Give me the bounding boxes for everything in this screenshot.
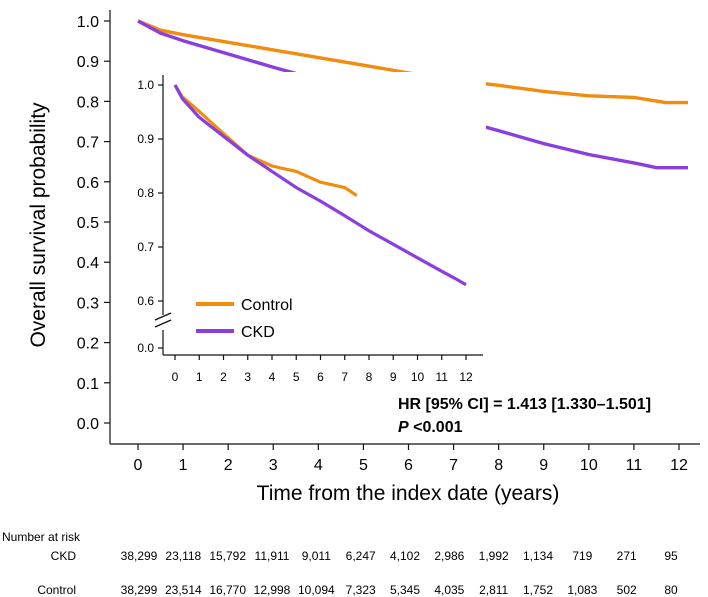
hazard-ratio-text: HR [95% CI] = 1.413 [1.330–1.501] — [398, 396, 651, 413]
x-axis-label: Time from the index date (years) — [257, 482, 560, 505]
risk-value: 5,345 — [390, 583, 420, 597]
risk-value: 7,323 — [346, 583, 376, 597]
x-tick-label: 12 — [670, 457, 688, 474]
inset-series-ckd-line — [173, 84, 467, 287]
risk-value: 11,911 — [255, 549, 290, 563]
legend-label-control: Control — [241, 297, 293, 314]
x-tick-label: 7 — [449, 457, 458, 474]
inset-x-tick-label: 4 — [269, 370, 276, 384]
x-tick-label: 2 — [224, 457, 233, 474]
risk-value: 15,792 — [209, 549, 246, 563]
inset-x-tick-label: 1 — [196, 370, 203, 384]
inset-axis-break-mark — [154, 319, 172, 328]
risk-value: 80 — [664, 583, 678, 597]
x-tick-label: 3 — [269, 457, 278, 474]
risk-table-title: Number at risk — [2, 530, 81, 544]
risk-value: 16,770 — [209, 583, 246, 597]
y-tick-label: 0.2 — [77, 336, 99, 353]
y-tick-label: 0.8 — [77, 94, 99, 111]
risk-value: 719 — [572, 549, 592, 563]
x-tick-label: 6 — [404, 457, 413, 474]
risk-value: 38,299 — [121, 549, 158, 563]
y-tick-label: 0.6 — [77, 175, 99, 192]
inset-y-tick-label: 0.9 — [137, 132, 154, 146]
risk-value: 2,811 — [479, 583, 508, 597]
inset-series-control-line — [173, 84, 358, 198]
risk-value: 23,118 — [165, 549, 201, 563]
x-tick-label: 8 — [494, 457, 503, 474]
inset-x-tick-label: 12 — [459, 370, 473, 384]
risk-value: 4,035 — [434, 583, 464, 597]
inset-x-tick-label: 10 — [411, 370, 425, 384]
risk-value: 38,299 — [121, 583, 158, 597]
y-axis-label: Overall survival probability — [27, 102, 50, 348]
legend-label-ckd: CKD — [241, 324, 275, 341]
risk-value: 6,247 — [346, 549, 376, 563]
inset-x-tick-label: 8 — [366, 370, 373, 384]
inset-x-tick-label: 11 — [436, 370, 449, 384]
inset-y-tick-label: 0.0 — [137, 341, 154, 355]
risk-value: 2,986 — [434, 549, 464, 563]
risk-value: 12,998 — [254, 583, 291, 597]
y-tick-label: 0.5 — [77, 215, 99, 232]
risk-row-label: Control — [37, 583, 76, 597]
inset-x-tick-label: 5 — [293, 370, 300, 384]
risk-value: 4,102 — [390, 549, 420, 563]
inset-y-tick-label: 1.0 — [137, 78, 154, 92]
risk-value: 23,514 — [165, 583, 202, 597]
inset-x-tick-label: 0 — [172, 370, 179, 384]
inset-background — [114, 72, 486, 384]
y-tick-label: 0.4 — [77, 255, 99, 272]
inset-y-tick-label: 0.6 — [137, 294, 154, 308]
y-tick-label: 0.7 — [77, 135, 99, 152]
p-value-text: P <0.001 — [398, 419, 463, 436]
inset-y-tick-label: 0.7 — [137, 240, 154, 254]
risk-value: 9,011 — [302, 549, 331, 563]
risk-value: 1,083 — [567, 583, 597, 597]
inset-x-tick-label: 3 — [244, 370, 251, 384]
x-tick-label: 1 — [179, 457, 188, 474]
risk-value: 95 — [664, 549, 678, 563]
x-tick-label: 4 — [314, 457, 323, 474]
y-tick-label: 0.3 — [77, 295, 99, 312]
x-tick-label: 11 — [626, 457, 643, 474]
risk-value: 1,752 — [523, 583, 553, 597]
inset-x-tick-label: 6 — [317, 370, 324, 384]
inset-y-tick-label: 0.8 — [137, 186, 154, 200]
x-tick-label: 0 — [134, 457, 143, 474]
inset-x-tick-label: 2 — [220, 370, 227, 384]
risk-row-label: CKD — [51, 549, 77, 563]
x-tick-label: 5 — [359, 457, 368, 474]
inset-x-tick-label: 9 — [390, 370, 397, 384]
inset-x-tick-label: 7 — [341, 370, 348, 384]
risk-value: 1,992 — [479, 549, 509, 563]
p-value: <0.001 — [409, 419, 463, 436]
y-tick-label: 1.0 — [77, 14, 99, 31]
y-tick-label: 0.9 — [77, 54, 99, 71]
x-tick-label: 10 — [580, 457, 598, 474]
x-tick-label: 9 — [539, 457, 548, 474]
y-tick-label: 0.0 — [77, 416, 99, 433]
y-tick-label: 0.1 — [77, 376, 99, 393]
risk-value: 10,094 — [298, 583, 335, 597]
inset-axis-break-mark — [154, 312, 172, 321]
p-label: P — [398, 419, 409, 436]
risk-value: 1,134 — [523, 549, 553, 563]
risk-value: 502 — [617, 583, 637, 597]
risk-value: 271 — [617, 549, 637, 563]
